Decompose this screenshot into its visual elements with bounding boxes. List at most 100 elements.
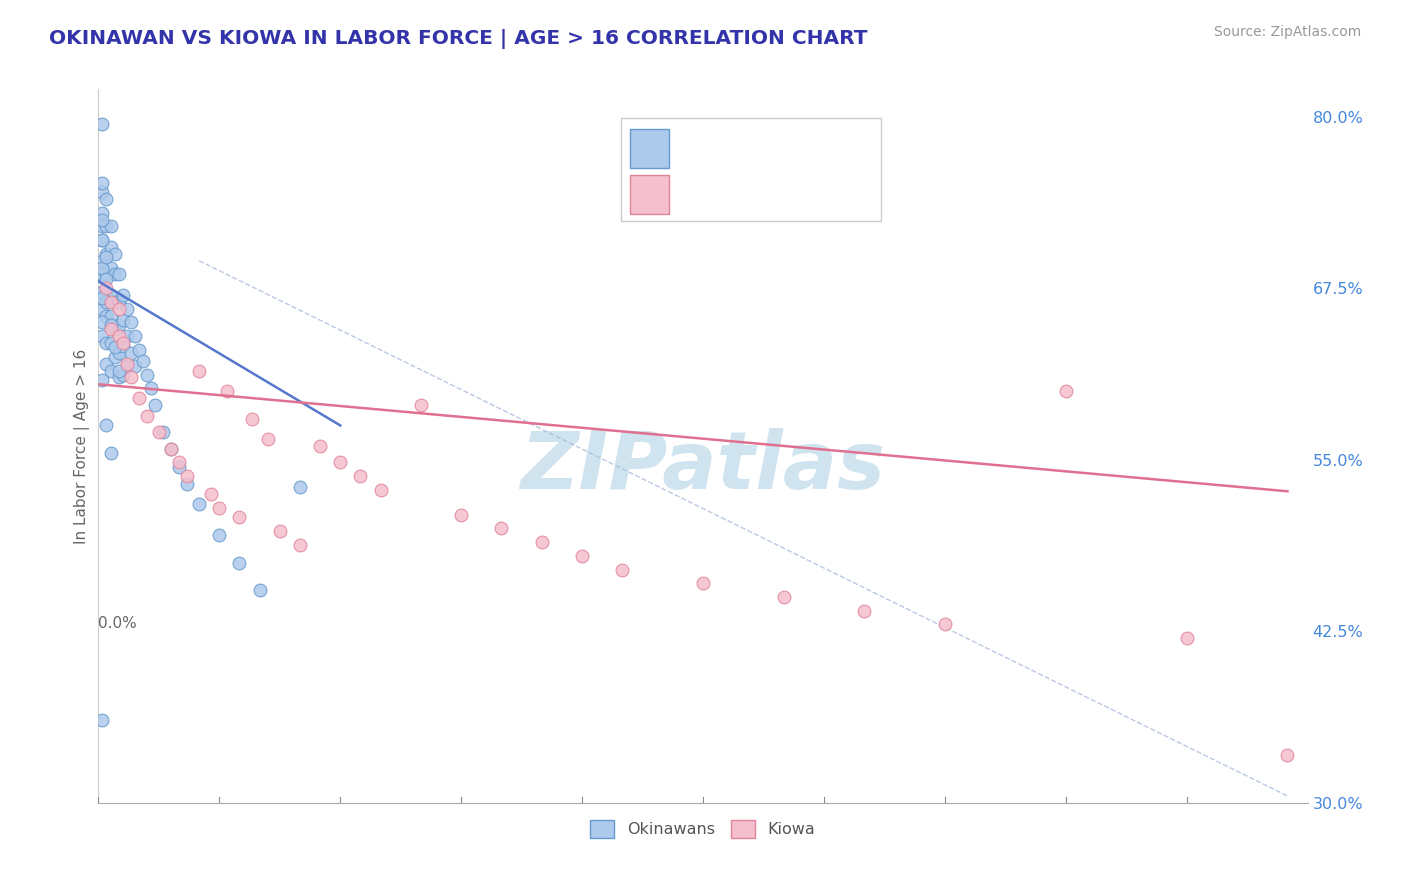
Point (120, 316, 142, 330)
Point (107, 301, 129, 316)
Point (370, 483, 392, 497)
Point (111, 288, 134, 302)
Point (96, 271, 118, 285)
Point (100, 240, 122, 254)
Point (120, 345, 142, 359)
Point (135, 409, 157, 423)
Point (103, 322, 125, 336)
Point (91, 212, 114, 227)
Text: -0.176: -0.176 (730, 141, 785, 156)
Point (96, 288, 118, 302)
Point (96, 268, 118, 282)
Point (491, 521, 513, 535)
Point (1277, 747, 1299, 762)
Point (91, 185, 114, 199)
Point (120, 370, 142, 384)
Point (100, 260, 122, 275)
Point (115, 301, 138, 316)
Point (934, 617, 956, 632)
Point (107, 294, 129, 309)
Point (107, 345, 129, 359)
Point (91, 176, 114, 190)
Point (167, 459, 190, 474)
Text: OKINAWAN VS KIOWA IN LABOR FORCE | AGE > 16 CORRELATION CHART: OKINAWAN VS KIOWA IN LABOR FORCE | AGE >… (49, 29, 868, 48)
Point (128, 343, 150, 357)
Point (269, 524, 291, 538)
Point (176, 469, 198, 483)
Point (100, 294, 122, 309)
Point (132, 354, 155, 368)
Point (103, 268, 125, 282)
Point (91, 714, 114, 728)
Point (228, 556, 250, 570)
Point (115, 357, 138, 371)
Point (139, 381, 162, 395)
Point (853, 604, 876, 618)
Point (240, 411, 263, 425)
Point (96, 192, 118, 206)
FancyBboxPatch shape (630, 128, 669, 168)
Point (107, 329, 129, 343)
Text: N =: N = (803, 141, 837, 156)
Point (200, 487, 222, 501)
Point (309, 439, 332, 453)
Legend: Okinawans, Kiowa: Okinawans, Kiowa (583, 814, 823, 845)
Point (100, 309, 122, 323)
Point (115, 359, 138, 374)
Text: -0.180: -0.180 (730, 187, 785, 202)
Point (111, 339, 134, 353)
Point (188, 497, 211, 511)
Point (107, 363, 129, 377)
Text: Source: ZipAtlas.com: Source: ZipAtlas.com (1213, 25, 1361, 39)
Point (135, 368, 157, 382)
Point (103, 247, 125, 261)
Point (152, 425, 174, 440)
Text: ZIPatlas: ZIPatlas (520, 428, 886, 507)
Point (217, 384, 239, 398)
Point (91, 233, 114, 247)
Point (91, 285, 114, 300)
Point (208, 500, 231, 515)
Point (96, 309, 118, 323)
Point (143, 398, 166, 412)
Point (103, 350, 125, 364)
Point (100, 363, 122, 377)
Point (91, 316, 114, 330)
Point (91, 329, 114, 343)
Point (100, 446, 122, 460)
Point (91, 291, 114, 305)
Point (103, 294, 125, 309)
Point (91, 260, 114, 275)
Point (160, 442, 183, 456)
Point (107, 318, 129, 333)
Y-axis label: In Labor Force | Age > 16: In Labor Force | Age > 16 (75, 349, 90, 543)
Point (91, 301, 114, 316)
Text: 40: 40 (844, 187, 865, 202)
Point (692, 576, 714, 591)
Text: 77: 77 (844, 141, 865, 156)
Point (111, 368, 134, 382)
Text: 0.0%: 0.0% (98, 615, 138, 631)
Point (91, 233, 114, 247)
Point (91, 219, 114, 234)
Point (100, 322, 122, 336)
Point (176, 477, 198, 491)
Point (115, 329, 138, 343)
Point (124, 329, 146, 343)
Point (409, 398, 432, 412)
Point (450, 508, 472, 522)
Point (160, 442, 183, 456)
Point (107, 268, 129, 282)
Point (124, 359, 146, 374)
Point (100, 288, 122, 302)
Point (167, 455, 190, 469)
Point (249, 583, 271, 598)
Point (100, 336, 122, 351)
Point (148, 425, 170, 440)
Point (96, 294, 118, 309)
Point (1175, 631, 1198, 645)
Point (96, 281, 118, 295)
Point (91, 253, 114, 268)
Point (91, 373, 114, 387)
Point (100, 318, 122, 333)
